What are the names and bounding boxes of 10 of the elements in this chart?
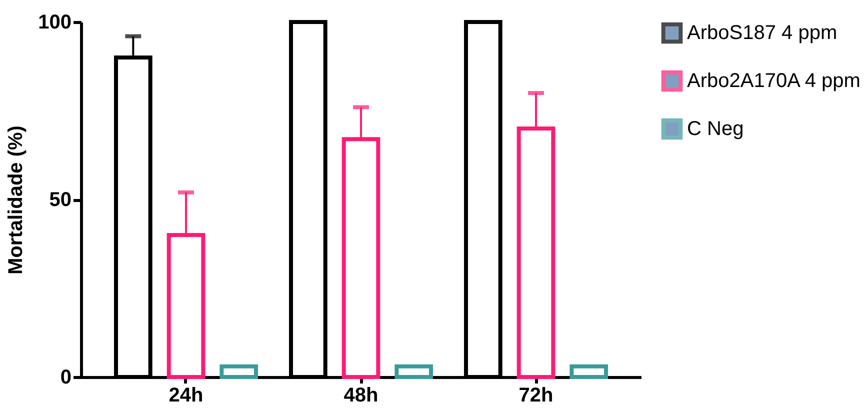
y-axis-title: Mortalidade (%)	[5, 126, 28, 274]
x-tick-label: 48h	[344, 384, 378, 406]
legend-label: C Neg	[687, 118, 744, 140]
x-tick-label: 24h	[168, 384, 204, 406]
x-tick-label: 72h	[518, 384, 554, 406]
y-tick-label: 0	[60, 366, 72, 388]
y-tick-label: 50	[49, 189, 72, 211]
legend-label: Arbo2A170A 4 ppm	[687, 70, 860, 92]
y-tick-label: 100	[38, 12, 72, 34]
legend-label: ArboS187 4 ppm	[687, 22, 838, 44]
